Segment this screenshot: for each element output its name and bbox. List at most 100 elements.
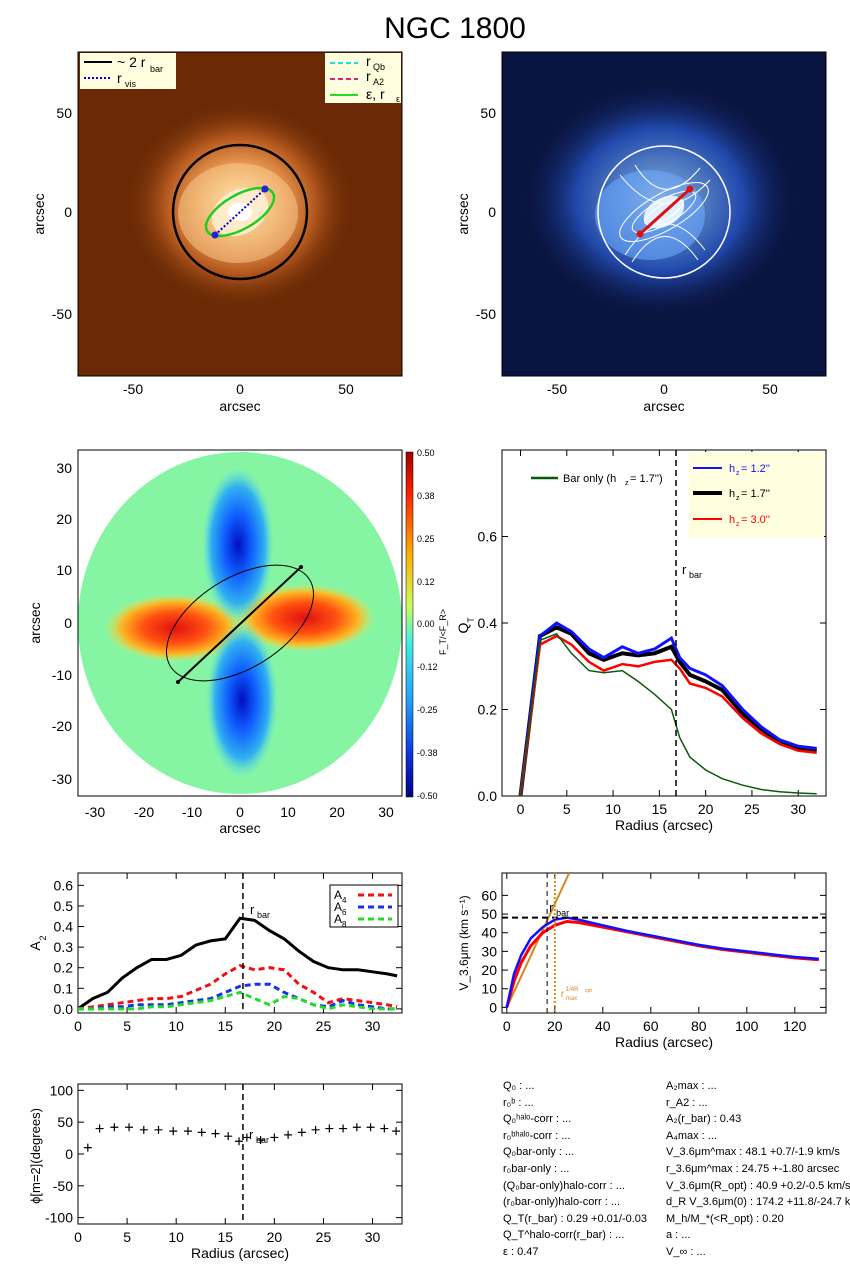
data-point (339, 1124, 348, 1133)
parameters-left: Q₀ : ... r₀ᵇ : ... Q₀ʰᵃˡᵒ-corr : ... r₀ᵇʰᵃˡ… (503, 1078, 647, 1261)
legend-label-sub: 8 (342, 920, 347, 929)
rbar-label: r (549, 900, 554, 915)
contour-image-panel: -50 0 50 50 0 -50 arcsec arcsec (455, 51, 827, 414)
x-tick-label: 10 (168, 1229, 184, 1245)
x-tick-label: 0 (517, 801, 525, 817)
legend-hz-sub: z (736, 495, 740, 502)
legend-hz-value: = 1.7'' (741, 488, 770, 500)
force-map-ticks: -30 -20 -10 0 10 20 30 30 20 10 0 -10 -2… (52, 460, 394, 820)
parameter-line: Q₀ʰᵃˡᵒ-corr : ... (503, 1113, 572, 1126)
legend-left (80, 53, 176, 89)
x-tick: -30 (85, 804, 105, 820)
legend-ra2-label: r (366, 68, 371, 84)
bar-end-marker-ne (686, 185, 694, 193)
visual-bar-line (214, 188, 266, 236)
legend-hz-value: = 3.0'' (741, 514, 770, 526)
galaxy-image-panel: ~ 2 r bar r vis r Qb r A2 ε, r ε -50 0 5… (31, 51, 403, 414)
figure-title: NGC 1800 (384, 12, 526, 45)
contour-image-ticks: -50 0 50 50 0 -50 (476, 105, 778, 397)
y-tick-label: 40 (481, 925, 497, 941)
plot-frame (501, 872, 827, 1014)
rbar-label-sub: bar (257, 910, 270, 920)
series-line-A4 (77, 963, 398, 1011)
parameter-line: Q₀ : ... (503, 1080, 535, 1092)
rbar-label-sub: bar (556, 908, 569, 918)
colorbar-tick: -0.38 (417, 748, 438, 758)
x-tick-label: 25 (316, 1229, 332, 1245)
y-tick-label: 60 (481, 887, 497, 903)
y-tick: -20 (52, 718, 72, 734)
rmax-label-sup: 1/4R (566, 987, 579, 993)
x-tick-label: 20 (267, 1018, 283, 1034)
x-tick-label: 30 (365, 1018, 381, 1034)
force-map-blue-lobe-top (202, 467, 274, 623)
x-tick-label: 15 (652, 801, 668, 817)
ellipticity-ellipse (204, 186, 276, 238)
data-point (270, 1133, 279, 1142)
rmax-label: r (561, 989, 565, 1000)
rbar-label: r (249, 1127, 254, 1142)
parameter-line: r_A2 : ... (666, 1096, 708, 1109)
data-point (95, 1124, 104, 1133)
y-tick-label: 0.6 (54, 877, 74, 893)
bar-end-marker-ne (261, 185, 269, 193)
legend-label: A (334, 888, 342, 902)
parameter-line: A₄max : ... (666, 1129, 717, 1142)
parameter-line: Q_T(r_bar) : 0.29 +0.01/-0.03 (503, 1212, 647, 1225)
data-point (297, 1128, 306, 1137)
series-line-A6 (78, 982, 398, 1011)
parameter-line: Q₀bar-only : ... (503, 1146, 575, 1159)
data-point (325, 1124, 334, 1133)
legend-rvis-label: r (117, 70, 122, 86)
x-tick: 0 (236, 381, 244, 397)
series-line-bar_only (519, 632, 817, 797)
y-tick-label: 30 (481, 943, 497, 959)
y-axis-label-sub: T (466, 617, 476, 623)
parameter-line: V_3.6μm^max : 48.1 +0.7/-1.9 km/s (666, 1146, 840, 1159)
legend-hz-prefix: h (729, 514, 735, 526)
y-tick: -10 (52, 667, 72, 683)
y-tick-label: 0.6 (478, 529, 498, 545)
series-line-= 1.2'' (519, 621, 817, 797)
parameter-line: d_R V_3.6μm(0) : 174.2 +11.8/-24.7 km/s/… (666, 1196, 850, 1209)
rbar-label: r (250, 902, 255, 917)
bar-ellipse (165, 564, 315, 682)
legend-eps-sub: ε (396, 94, 400, 104)
x-tick-label: 20 (698, 801, 714, 817)
qt-chart: 0 5 10 15 20 25 30 0.0 0.2 0.4 0.6 Radius (arcsec) Q… (455, 449, 827, 833)
x-axis-label: arcsec (643, 398, 684, 414)
x-tick: -10 (182, 804, 202, 820)
data-point (242, 1133, 251, 1142)
x-tick-label: 25 (316, 1018, 332, 1034)
colorbar-tick: -0.50 (417, 791, 438, 801)
x-tick-label: 15 (217, 1229, 233, 1245)
series-line-A2 (77, 916, 398, 1011)
colorbar-tick: -0.25 (417, 705, 438, 715)
data-point (139, 1125, 148, 1134)
y-tick: -50 (52, 306, 72, 322)
parameter-line: a : ... (666, 1229, 691, 1242)
x-axis-label: Radius (arcsec) (615, 1034, 713, 1050)
parameter-line: A₂(r_bar) : 0.43 (666, 1113, 742, 1126)
data-point (392, 1127, 401, 1136)
force-map-red-lobe-left (105, 594, 245, 662)
force-map-blue-lobe-bottom (206, 622, 278, 778)
x-tick-label: 20 (267, 1229, 283, 1245)
data-point (235, 1137, 244, 1146)
parameters-right: A₂max : ... r_A2 : ... A₂(r_bar) : 0.43 A₄m… (666, 1078, 850, 1261)
y-tick-label: 0 (65, 1146, 73, 1162)
x-tick: 50 (338, 381, 354, 397)
parameter-line: V_∞ : ... (666, 1245, 706, 1258)
legend-hz-sub: z (736, 521, 740, 528)
y-tick: 50 (480, 105, 496, 121)
x-tick-label: 5 (123, 1018, 131, 1034)
bar-axis-line (638, 187, 692, 236)
x-tick: 20 (329, 804, 345, 820)
y-tick: 20 (56, 511, 72, 527)
x-tick-label: 0 (74, 1229, 82, 1245)
series-line-lower (505, 919, 819, 1008)
legend-hz-value: = 1.2'' (741, 463, 770, 475)
colorbar-tick: 0.12 (417, 577, 435, 587)
legend-rqb-sub: Qb (373, 62, 385, 72)
